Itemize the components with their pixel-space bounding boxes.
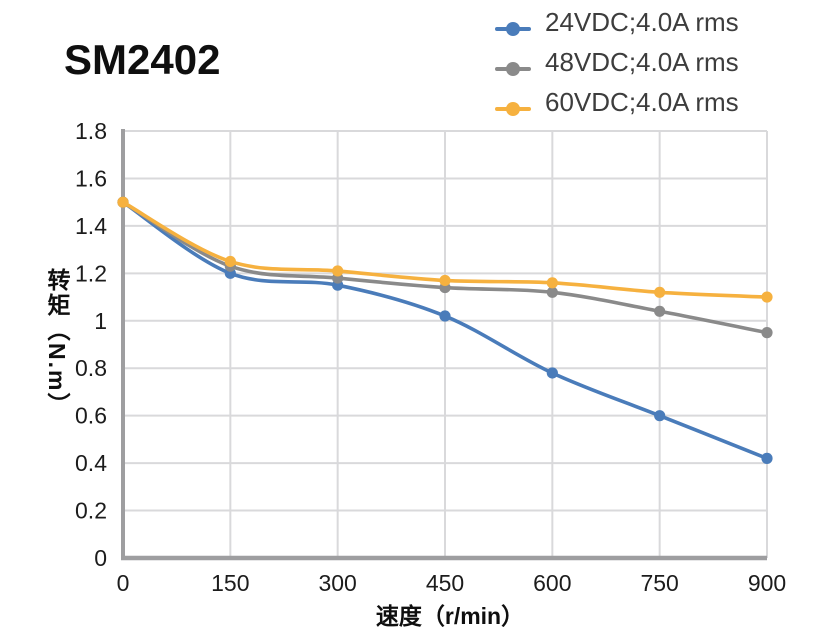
y-axis-title: 转矩（N.m） (44, 268, 70, 418)
data-point-series-2 (761, 291, 773, 303)
legend-line-dot-icon (494, 89, 532, 129)
y-tick-label: 1.8 (75, 118, 107, 144)
data-point-series-2 (332, 265, 344, 277)
data-point-series-0 (654, 410, 666, 422)
legend: 24VDC;4.0A rms 48VDC;4.0A rms 60VDC;4.0A… (494, 2, 739, 122)
legend-label: 48VDC;4.0A rms (545, 46, 739, 77)
legend-item-48vdc: 48VDC;4.0A rms (494, 42, 739, 82)
x-tick-label: 600 (533, 570, 571, 596)
data-point-series-2 (224, 255, 236, 268)
chart-title: SM2402 (64, 36, 221, 83)
x-tick-label: 450 (426, 570, 464, 596)
data-point-series-1 (761, 327, 773, 339)
x-tick-label: 900 (748, 570, 786, 596)
y-tick-label: 1.6 (75, 165, 107, 191)
legend-label: 24VDC;4.0A rms (545, 6, 739, 37)
data-point-series-0 (439, 310, 451, 322)
x-tick-label: 0 (117, 570, 130, 596)
legend-label: 60VDC;4.0A rms (545, 86, 739, 117)
legend-line-dot-icon (494, 49, 532, 89)
data-point-series-2 (439, 274, 451, 287)
x-tick-label: 150 (211, 570, 249, 596)
y-tick-label: 0.4 (75, 450, 107, 476)
x-tick-label: 300 (318, 570, 356, 596)
y-tick-label: 0.8 (75, 355, 107, 381)
data-point-series-1 (546, 286, 558, 298)
data-point-series-2 (546, 277, 558, 289)
data-point-series-0 (546, 367, 558, 379)
data-point-series-2 (654, 286, 666, 298)
y-tick-label: 1.2 (75, 260, 107, 286)
legend-item-60vdc: 60VDC;4.0A rms (494, 82, 739, 122)
data-point-series-1 (654, 305, 666, 317)
y-tick-label: 0 (94, 545, 107, 571)
y-tick-label: 1.4 (75, 213, 107, 239)
data-point-series-2 (117, 196, 129, 208)
y-tick-label: 0.6 (75, 403, 107, 429)
data-point-series-0 (761, 452, 773, 464)
y-tick-label: 1 (94, 308, 107, 334)
x-tick-label: 750 (640, 570, 678, 596)
legend-line-dot-icon (494, 9, 532, 49)
legend-item-24vdc: 24VDC;4.0A rms (494, 2, 739, 42)
x-axis-title: 速度（r/min） (375, 603, 525, 629)
y-tick-label: 0.2 (75, 498, 107, 524)
